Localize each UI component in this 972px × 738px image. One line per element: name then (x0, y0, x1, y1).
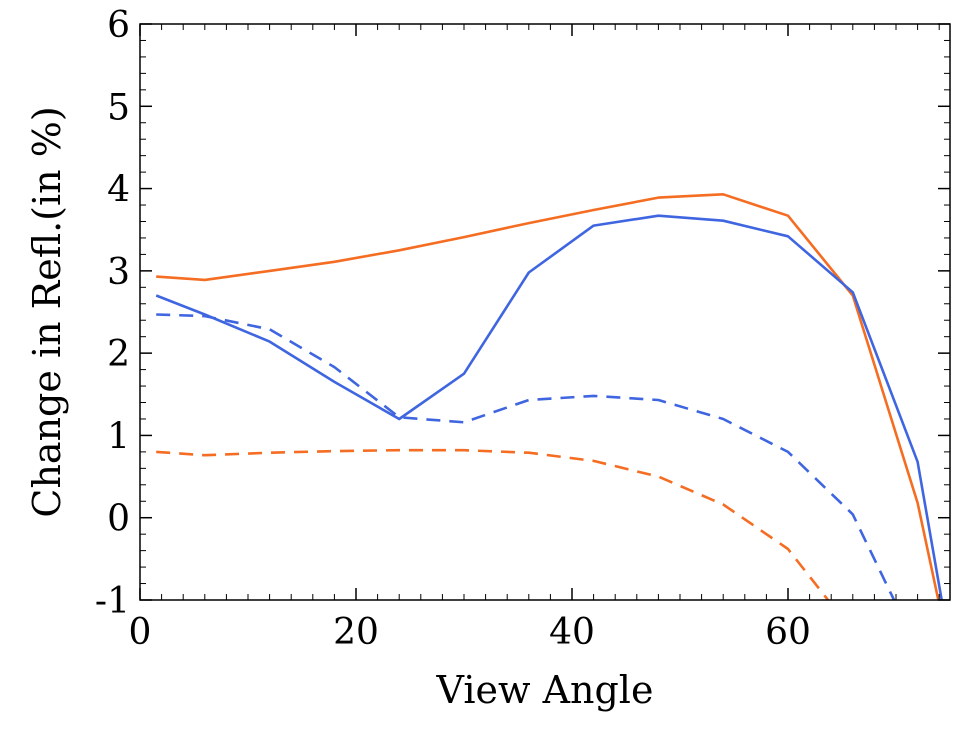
y-tick-label: 1 (107, 416, 130, 457)
y-tick-label: 0 (107, 499, 130, 540)
y-tick-label: 5 (107, 87, 130, 128)
y-tick-label: 2 (107, 334, 130, 375)
solid-series-line-2 (155, 214, 944, 600)
x-axis-title: View Angle (436, 668, 654, 712)
plot-frame (139, 23, 951, 601)
x-tick-label: 40 (549, 612, 595, 653)
x-tick-label: 20 (333, 612, 379, 653)
dashed-series-line-3 (156, 313, 896, 600)
y-tick-label: 4 (107, 170, 130, 211)
y-tick-label: 3 (107, 252, 130, 293)
x-tick-label: 0 (129, 612, 152, 653)
dashed-series-line-4 (156, 448, 830, 600)
series-layer (155, 193, 944, 600)
y-tick-label: -1 (95, 581, 130, 622)
y-tick-label: 6 (107, 5, 130, 46)
x-tick-label: 60 (765, 612, 811, 653)
y-axis-title: Change in Refl.(in %) (25, 106, 69, 517)
